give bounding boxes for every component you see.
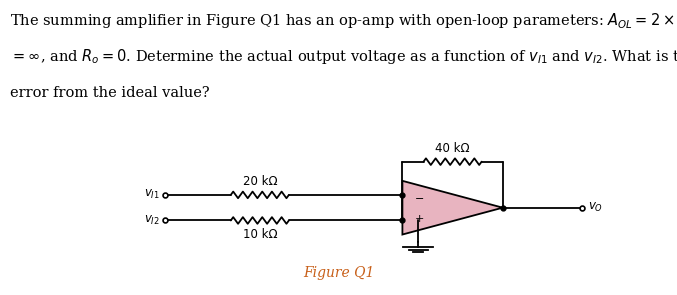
- Text: $v_{I2}$: $v_{I2}$: [144, 214, 160, 227]
- Text: 20 kΩ: 20 kΩ: [242, 175, 277, 188]
- Text: $+$: $+$: [414, 213, 424, 224]
- Text: $=\infty$, and $R_o=0$. Determine the actual output voltage as a function of $v_: $=\infty$, and $R_o=0$. Determine the ac…: [10, 47, 677, 66]
- Text: The summing amplifier in Figure Q1 has an op-amp with open-loop parameters: $A_{: The summing amplifier in Figure Q1 has a…: [10, 9, 677, 31]
- Text: error from the ideal value?: error from the ideal value?: [10, 86, 210, 99]
- Text: 10 kΩ: 10 kΩ: [242, 228, 277, 241]
- Text: Figure Q1: Figure Q1: [303, 266, 374, 280]
- Text: $-$: $-$: [414, 192, 424, 202]
- Text: $v_O$: $v_O$: [588, 201, 603, 214]
- Polygon shape: [402, 181, 503, 235]
- Text: $v_{I1}$: $v_{I1}$: [144, 188, 160, 201]
- Text: 40 kΩ: 40 kΩ: [435, 142, 470, 155]
